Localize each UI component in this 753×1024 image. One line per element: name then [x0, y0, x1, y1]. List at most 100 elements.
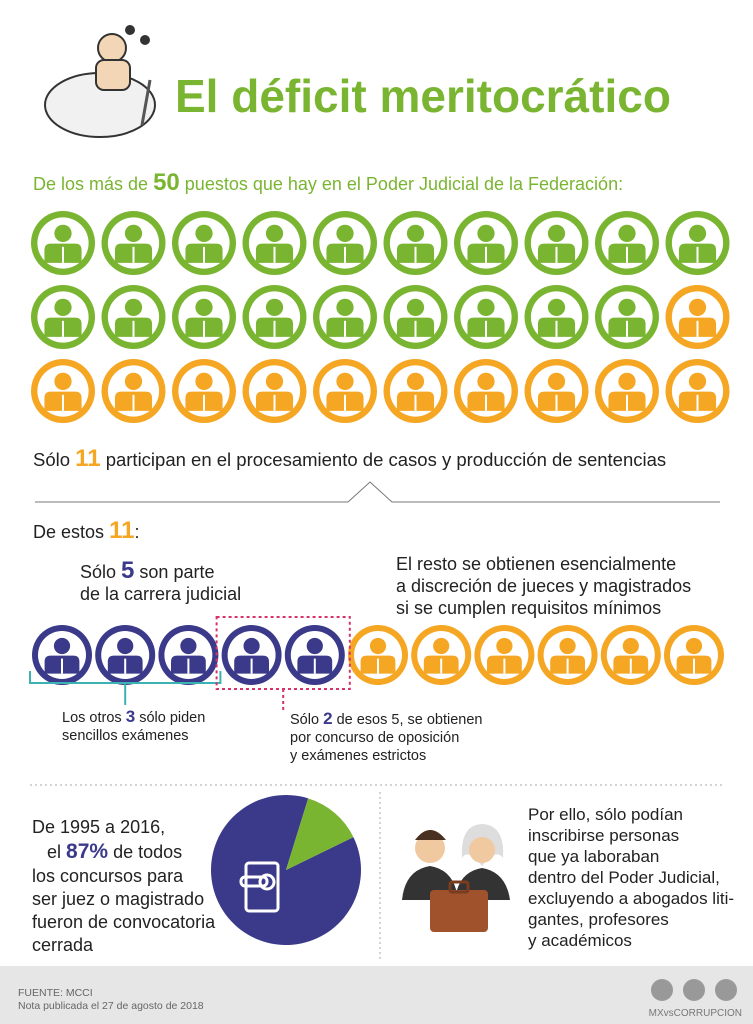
text: : — [134, 522, 139, 542]
number: 3 — [126, 707, 135, 726]
text-line: El resto se obtienen esencialmente — [396, 554, 676, 574]
icon-head — [406, 372, 425, 391]
strict: Sólo 2 de esos 5, se obtienen — [290, 709, 482, 728]
icon-head — [547, 372, 566, 391]
text-line: los concursos para — [32, 866, 184, 886]
consequence-lines: Por ello, sólo podían inscribirse persona… — [528, 805, 734, 950]
strict-lines: por concurso de oposición y exámenes estr… — [290, 730, 459, 764]
icon-head — [477, 372, 495, 391]
text-line: y exámenes estrictos — [290, 748, 426, 764]
lawyers-illustration — [402, 824, 510, 932]
icon-head — [618, 298, 636, 317]
person-icon — [524, 211, 589, 275]
person-icon — [313, 211, 377, 275]
person-icon — [665, 285, 730, 349]
icon-head — [124, 298, 143, 317]
icon-head — [406, 298, 425, 317]
person-icon — [537, 625, 598, 685]
social-icons — [651, 979, 737, 1001]
text: Sólo — [33, 449, 70, 470]
icon-head — [54, 298, 72, 317]
icon-head — [195, 298, 213, 317]
intro-number: 50 — [153, 169, 180, 196]
person-icon — [158, 625, 219, 685]
icon-head — [496, 637, 513, 655]
icon-head — [336, 298, 354, 317]
icon-head — [559, 637, 576, 655]
icon-head — [117, 637, 134, 655]
intro-text: puestos que hay en el Poder Judicial de … — [185, 174, 623, 194]
closed-line: De 1995 a 2016, — [32, 817, 165, 837]
person-icon — [524, 285, 589, 349]
icon-head — [180, 637, 197, 655]
person-icon — [31, 285, 95, 349]
pie — [211, 794, 361, 945]
person-icon — [474, 625, 535, 685]
icon-row — [29, 616, 724, 713]
person-icon — [284, 625, 345, 685]
icon-head — [547, 224, 566, 243]
icon-head — [477, 224, 495, 243]
text-line: dentro del Poder Judicial, — [528, 868, 720, 887]
icon-head — [618, 224, 636, 243]
text: De estos — [33, 522, 104, 542]
person-icon — [101, 285, 166, 349]
person-icon — [242, 211, 307, 275]
icon-head — [195, 224, 213, 243]
text-line: a discreción de jueces y magistrados — [396, 576, 691, 596]
icon-head — [265, 224, 284, 243]
text: sólo piden — [139, 710, 205, 726]
text: el — [47, 842, 61, 862]
person-icon — [101, 211, 166, 275]
person-icon — [665, 211, 730, 275]
icon-grid — [31, 211, 730, 423]
others: Los otros 3 sólo piden — [62, 707, 205, 726]
person-icon — [595, 211, 659, 275]
person-icon — [32, 625, 92, 685]
person-icon — [524, 359, 589, 423]
bracket — [29, 671, 222, 705]
text-line: Por ello, sólo podían — [528, 805, 683, 824]
icon-head — [685, 637, 703, 655]
icon-head — [618, 372, 636, 391]
person-icon — [383, 285, 448, 349]
text: participan en el procesamiento de casos … — [106, 449, 666, 470]
icon-head — [54, 224, 72, 243]
person-icon — [664, 625, 724, 685]
person-icon — [172, 285, 236, 349]
icon-head — [53, 637, 71, 655]
icon-head — [477, 298, 495, 317]
number: 2 — [323, 709, 332, 728]
intro-text: De los más de — [33, 174, 148, 194]
closed-lines: los concursos para ser juez o magistrado f… — [32, 866, 216, 955]
person-icon — [595, 359, 659, 423]
icon-head — [306, 637, 323, 655]
pie-slice — [211, 794, 361, 945]
text-line: inscribirse personas — [528, 826, 679, 845]
person-icon — [313, 285, 377, 349]
person-icon — [383, 211, 448, 275]
person-icon — [242, 285, 307, 349]
person-icon — [454, 211, 518, 275]
text: Sólo — [290, 712, 319, 728]
person-icon — [101, 359, 166, 423]
person-icon — [95, 625, 156, 685]
text-line: por concurso de oposición — [290, 730, 459, 746]
text-line: excluyendo a abogados liti- — [528, 889, 734, 908]
closed: el 87% de todos — [47, 840, 182, 863]
person-icon — [454, 359, 518, 423]
number: 5 — [121, 557, 134, 584]
brand: MXvsCORRUPCION — [649, 1008, 742, 1019]
person-icon — [31, 211, 95, 275]
person-icon — [454, 285, 518, 349]
source: FUENTE: MCCI — [18, 987, 93, 999]
text-line: que ya laboraban — [528, 847, 659, 866]
person-icon — [221, 625, 282, 685]
text-line: si se cumplen requisitos mínimos — [396, 598, 661, 618]
percent: 87% — [66, 840, 108, 863]
career: Sólo 5 son parte — [80, 557, 214, 584]
icon-head — [54, 372, 72, 391]
person-icon — [411, 625, 472, 685]
icon-head — [688, 298, 707, 317]
